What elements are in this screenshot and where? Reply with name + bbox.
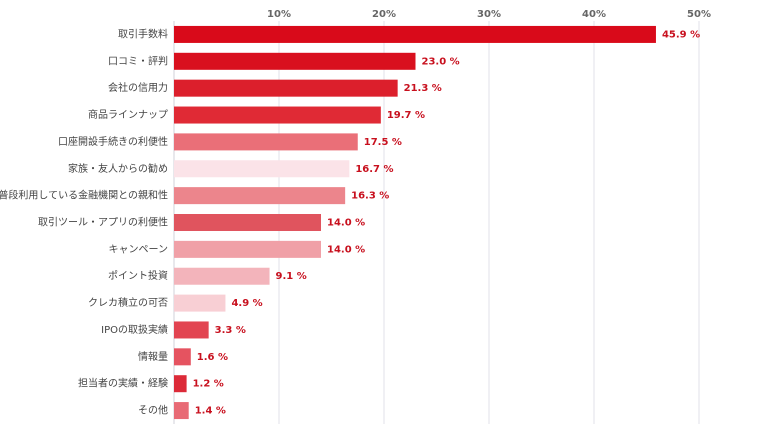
- y-tick-label: 商品ラインナップ: [88, 108, 168, 121]
- bar: [174, 79, 398, 97]
- bar: [174, 267, 270, 285]
- bar: [174, 160, 350, 178]
- y-tick-label: 取引手数料: [118, 27, 168, 40]
- value-label: 4.9 %: [231, 298, 262, 309]
- value-label: 1.2 %: [193, 379, 224, 390]
- value-label: 16.7 %: [355, 164, 393, 175]
- y-tick-label: 情報量: [138, 350, 168, 363]
- y-tick-label: 会社の信用力: [108, 81, 168, 94]
- bar: [174, 133, 358, 151]
- x-tick-label: 20%: [372, 9, 396, 20]
- bar: [174, 321, 209, 339]
- bar: [174, 25, 656, 43]
- x-tick-label: 40%: [582, 9, 606, 20]
- value-label: 17.5 %: [364, 137, 402, 148]
- bar: [174, 402, 189, 420]
- bar: [174, 375, 187, 393]
- y-tick-label: キャンペーン: [109, 244, 169, 255]
- y-tick-label: クレカ積立の可否: [88, 296, 168, 309]
- y-tick-label: その他: [138, 404, 168, 417]
- bar: [174, 240, 321, 258]
- bar: [174, 187, 346, 205]
- bar: [174, 214, 321, 231]
- value-label: 45.9 %: [662, 29, 700, 40]
- value-label: 16.3 %: [351, 191, 389, 202]
- bar: [174, 294, 226, 312]
- value-label: 14.0 %: [327, 218, 365, 229]
- y-tick-label: IPOの取扱実績: [101, 323, 168, 336]
- y-tick-label: ポイント投資: [108, 269, 168, 282]
- x-tick-label: 30%: [477, 9, 501, 20]
- y-tick-label: 取引ツール・アプリの利便性: [38, 216, 168, 229]
- value-label: 23.0 %: [422, 56, 460, 67]
- value-label: 1.6 %: [197, 352, 228, 363]
- y-tick-label: 担当者の実績・経験: [78, 377, 168, 390]
- bar: [174, 52, 416, 70]
- bar: [174, 348, 191, 366]
- x-tick-label: 50%: [687, 9, 711, 20]
- y-tick-label: 普段利用している金融機関との親和性: [0, 189, 168, 202]
- value-label: 19.7 %: [387, 110, 425, 121]
- value-label: 9.1 %: [276, 271, 307, 282]
- value-label: 1.4 %: [195, 406, 226, 417]
- y-tick-label: 家族・友人からの勧め: [68, 162, 168, 175]
- value-label: 14.0 %: [327, 244, 365, 255]
- bar: [174, 106, 381, 124]
- value-label: 3.3 %: [215, 325, 246, 336]
- value-label: 21.3 %: [404, 83, 442, 94]
- y-tick-label: 口座開設手続きの利便性: [58, 135, 168, 148]
- y-tick-label: 口コミ・評判: [108, 54, 168, 67]
- x-tick-label: 10%: [267, 9, 291, 20]
